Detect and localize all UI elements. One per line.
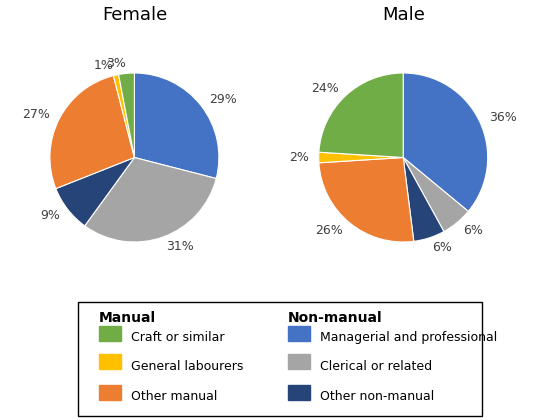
Text: Other non-manual: Other non-manual <box>320 390 435 403</box>
Wedge shape <box>113 74 134 158</box>
Bar <box>288 354 310 369</box>
Text: 6%: 6% <box>432 241 452 254</box>
Text: 27%: 27% <box>22 108 50 121</box>
Text: 3%: 3% <box>106 57 125 70</box>
Bar <box>99 354 121 369</box>
Bar <box>99 326 121 341</box>
Wedge shape <box>403 158 444 242</box>
Text: 26%: 26% <box>315 224 343 237</box>
Text: 1%: 1% <box>94 59 114 72</box>
Bar <box>288 326 310 341</box>
Text: 31%: 31% <box>166 240 194 253</box>
Text: 2%: 2% <box>289 151 309 164</box>
Text: Other manual: Other manual <box>131 390 217 403</box>
Text: 36%: 36% <box>489 111 516 124</box>
Wedge shape <box>319 73 403 158</box>
Title: Male: Male <box>382 6 424 24</box>
Text: Manual: Manual <box>99 312 156 326</box>
Text: 6%: 6% <box>464 224 483 237</box>
Text: Managerial and professional: Managerial and professional <box>320 331 498 344</box>
Text: 9%: 9% <box>40 209 59 222</box>
Text: General labourers: General labourers <box>131 360 243 373</box>
Wedge shape <box>403 73 488 211</box>
Text: Clerical or related: Clerical or related <box>320 360 432 373</box>
Wedge shape <box>119 73 134 158</box>
Wedge shape <box>85 158 216 242</box>
Wedge shape <box>56 158 134 226</box>
Wedge shape <box>50 76 134 189</box>
FancyBboxPatch shape <box>78 302 482 416</box>
Text: Non-manual: Non-manual <box>288 312 382 326</box>
Bar <box>99 385 121 400</box>
Title: Female: Female <box>102 6 167 24</box>
Wedge shape <box>403 158 468 231</box>
Wedge shape <box>134 73 219 178</box>
Text: 24%: 24% <box>311 82 338 95</box>
Bar <box>288 385 310 400</box>
Text: 29%: 29% <box>209 93 237 106</box>
Wedge shape <box>319 152 403 163</box>
Text: Craft or similar: Craft or similar <box>131 331 225 344</box>
Wedge shape <box>319 158 414 242</box>
